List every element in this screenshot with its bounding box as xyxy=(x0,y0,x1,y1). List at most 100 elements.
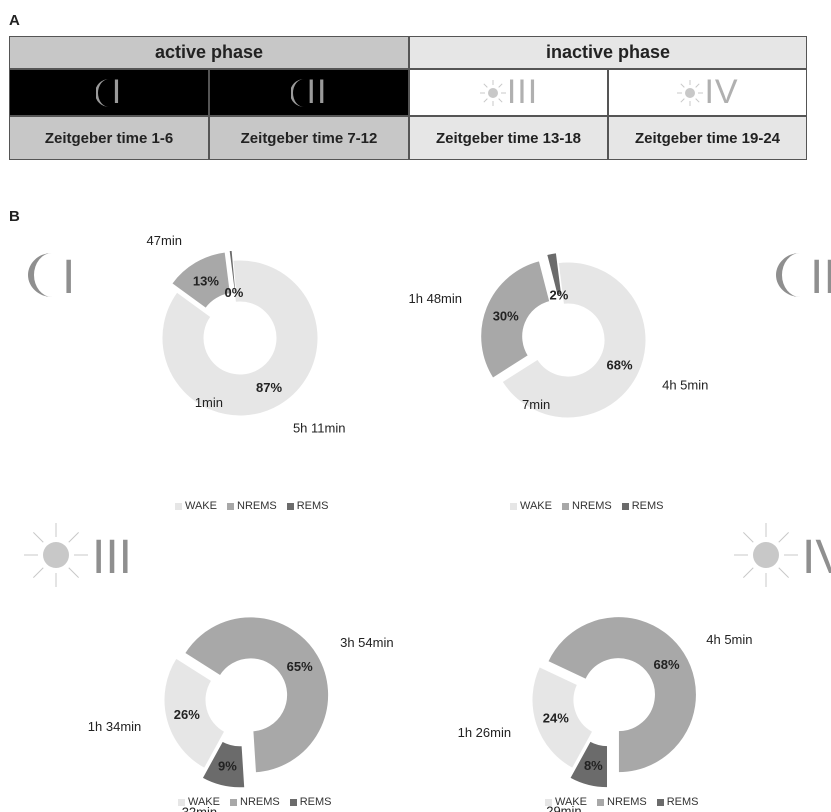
sun-ray xyxy=(68,567,79,578)
time-label: Zeitgeber time 1-6 xyxy=(44,129,174,147)
percent-label: 68% xyxy=(654,657,680,672)
slice-wake xyxy=(501,261,647,419)
legend-label: WAKE xyxy=(185,500,217,512)
legend-item-rems: REMS xyxy=(289,796,332,808)
legend-label: REMS xyxy=(299,796,332,808)
phase-table: active phase inactive phase I II III IV … xyxy=(9,36,807,160)
sun-ray xyxy=(695,97,700,103)
legend-swatch xyxy=(545,798,552,806)
chart-legend: WAKE NREMS REMS xyxy=(178,796,332,808)
legend-swatch xyxy=(175,502,182,510)
sun-ray xyxy=(695,82,700,88)
sun-ray xyxy=(483,97,488,103)
sun-disc xyxy=(753,542,779,568)
phase-row: active phase inactive phase xyxy=(9,36,807,69)
legend-swatch xyxy=(286,502,294,510)
legend-item-wake: WAKE xyxy=(175,500,217,512)
quarter-numeral: III xyxy=(506,73,539,111)
sun-ray xyxy=(778,532,789,543)
chart-legend: WAKE NREMS REMS xyxy=(510,500,664,512)
time-cell-3: Zeitgeber time 13-18 xyxy=(409,116,608,160)
quarter-row: I II III IV xyxy=(9,69,807,116)
quarter-numeral: I xyxy=(111,73,123,111)
duration-label: 32min xyxy=(182,804,217,812)
moon-icon xyxy=(290,78,304,107)
legend-item-wake: WAKE xyxy=(545,796,587,808)
duration-label: 47min xyxy=(147,233,182,248)
sun-ray xyxy=(778,567,789,578)
percent-label: 68% xyxy=(607,357,633,372)
time-cell-4: Zeitgeber time 19-24 xyxy=(608,116,807,160)
sun-disc xyxy=(685,87,696,98)
legend-label: REMS xyxy=(666,796,699,808)
time-cell-1: Zeitgeber time 1-6 xyxy=(9,116,209,160)
time-label: Zeitgeber time 19-24 xyxy=(634,129,781,147)
duration-label: 1h 48min xyxy=(409,291,462,306)
sun-ray xyxy=(498,97,503,103)
legend-label: WAKE xyxy=(188,796,220,808)
slice-nrems xyxy=(171,251,231,309)
legend-item-nrems: NREMS xyxy=(597,796,647,808)
sun-ray xyxy=(33,532,44,543)
slice-rems xyxy=(546,252,563,296)
percent-label: 9% xyxy=(218,758,237,773)
legend-label: NREMS xyxy=(607,796,647,808)
duration-label: 1min xyxy=(195,395,223,410)
legend-label: NREMS xyxy=(572,500,612,512)
percent-label: 65% xyxy=(287,659,313,674)
sun-ray xyxy=(680,82,686,88)
legend-label: REMS xyxy=(631,500,664,512)
legend-swatch xyxy=(227,502,234,510)
percent-label: 8% xyxy=(584,758,603,773)
quarter-cell-4: IV xyxy=(608,69,807,116)
legend-item-rems: REMS xyxy=(286,500,329,512)
sun-icon xyxy=(734,523,798,587)
legend-swatch xyxy=(510,502,517,510)
slice-nrems xyxy=(480,260,551,379)
legend-swatch xyxy=(656,798,664,806)
sun-icon xyxy=(24,523,88,587)
duration-label: 4h 5min xyxy=(706,632,752,647)
legend-item-rems: REMS xyxy=(621,500,664,512)
legend-item-wake: WAKE xyxy=(510,500,552,512)
percent-label: 0% xyxy=(225,285,244,300)
duration-label: 5h 11min xyxy=(293,421,346,436)
moon-icon xyxy=(28,253,52,297)
quarter-numeral: III xyxy=(92,531,132,584)
slice-nrems xyxy=(547,616,697,774)
legend-item-rems: REMS xyxy=(656,796,699,808)
quarter-numeral: IV xyxy=(802,531,831,584)
duration-label: 1h 26min xyxy=(458,725,511,740)
slice-rems xyxy=(201,740,246,789)
legend-label: NREMS xyxy=(237,500,277,512)
legend-item-nrems: NREMS xyxy=(230,796,280,808)
legend-swatch xyxy=(289,798,297,806)
duration-label: 29min xyxy=(546,803,581,812)
slice-wake xyxy=(161,259,319,417)
sun-icon xyxy=(479,79,506,106)
legend-label: WAKE xyxy=(520,500,552,512)
quarter-numeral: II xyxy=(810,251,831,304)
percent-label: 24% xyxy=(543,711,569,726)
active-phase-label: active phase xyxy=(154,42,264,62)
inactive-phase-cell: inactive phase xyxy=(409,36,807,69)
legend-item-nrems: NREMS xyxy=(227,500,277,512)
sun-ray xyxy=(680,97,686,103)
legend-item-nrems: NREMS xyxy=(562,500,612,512)
slice-rems xyxy=(569,740,609,789)
duration-label: 3h 54min xyxy=(340,635,393,650)
quarter-cell-3: III xyxy=(409,69,608,116)
donut-chart-I: 87% 5h 11min 13% 47min 0% 1min xyxy=(147,233,346,436)
slice-rems xyxy=(228,249,237,293)
donut-chart-II: 68% 4h 5min 30% 1h 48min 2% 7min xyxy=(409,252,708,419)
legend-swatch xyxy=(597,798,604,806)
sun-ray xyxy=(743,567,754,578)
time-label: Zeitgeber time 7-12 xyxy=(240,129,378,147)
duration-label: 1h 34min xyxy=(88,719,141,734)
quarter-numeral: I xyxy=(62,251,75,304)
duration-label: 7min xyxy=(522,397,550,412)
donut-charts: 87% 5h 11min 13% 47min 0% 1min I 68% 4h 5min 30% 1… xyxy=(24,233,831,812)
sun-ray xyxy=(33,567,44,578)
percent-label: 26% xyxy=(174,707,200,722)
chart-legend: WAKE NREMS REMS xyxy=(175,500,329,512)
